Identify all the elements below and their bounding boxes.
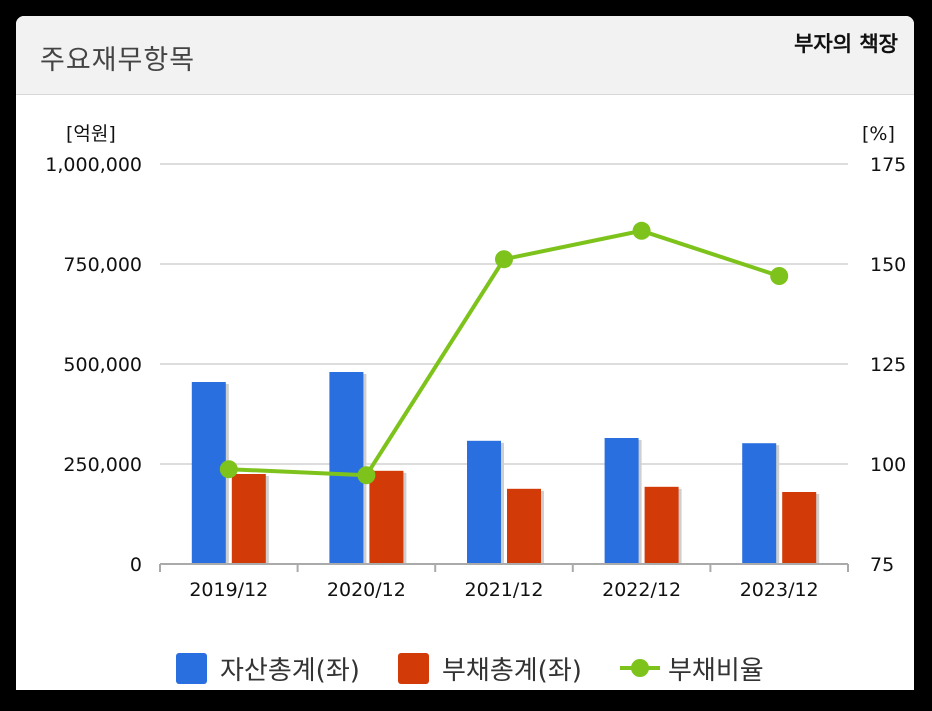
left-tick-label: 1,000,000 — [45, 154, 142, 176]
left-tick-label: 750,000 — [63, 254, 142, 276]
right-tick-label: 100 — [870, 454, 906, 476]
ratio-point — [357, 466, 376, 485]
x-tick-label: 2020/12 — [327, 579, 406, 601]
bar — [467, 440, 501, 564]
right-tick-label: 175 — [870, 154, 906, 176]
legend-swatch — [398, 653, 429, 684]
panel-caption: 부자의 책장 — [794, 32, 898, 56]
bar — [742, 443, 777, 564]
right-tick-label: 125 — [870, 354, 906, 376]
left-tick-label: 250,000 — [63, 454, 142, 476]
left-tick-label: 500,000 — [63, 354, 142, 376]
ratio-point — [219, 460, 238, 479]
right-tick-label: 75 — [870, 554, 894, 576]
legend-label: 자산총계(좌) — [220, 656, 360, 686]
bar — [644, 486, 679, 564]
bar — [507, 488, 541, 564]
bar — [604, 438, 639, 564]
right-axis-unit: [%] — [862, 123, 895, 145]
panel-header: 주요재무항목 부자의 책장 — [16, 16, 914, 95]
legend-label: 부채총계(좌) — [442, 656, 582, 686]
legend-label: 부채비율 — [668, 656, 764, 686]
x-tick-label: 2021/12 — [465, 579, 544, 601]
financial-chart: 0 75 250,000 100 500,000 125 750,000 150 1,000,0… — [45, 123, 906, 686]
left-tick-label: 0 — [130, 554, 142, 576]
ratio-point — [632, 221, 651, 240]
bar — [782, 492, 817, 564]
ratio-point — [770, 267, 789, 285]
x-tick-label: 2023/12 — [740, 579, 819, 601]
bar — [369, 470, 404, 564]
x-tick-label: 2019/12 — [189, 579, 268, 601]
legend-marker — [631, 659, 649, 677]
right-tick-label: 150 — [870, 254, 906, 276]
left-axis-unit: [억원] — [66, 123, 116, 145]
bar — [191, 382, 226, 564]
bar — [231, 474, 266, 564]
panel-title: 주요재무항목 — [40, 45, 196, 76]
x-tick-label: 2022/12 — [602, 579, 681, 601]
bar — [329, 372, 364, 564]
chart-panel: 주요재무항목 부자의 책장 0 75 250,000 100 500,000 125 750… — [16, 16, 914, 690]
ratio-point — [495, 250, 513, 269]
legend-swatch — [176, 653, 207, 684]
